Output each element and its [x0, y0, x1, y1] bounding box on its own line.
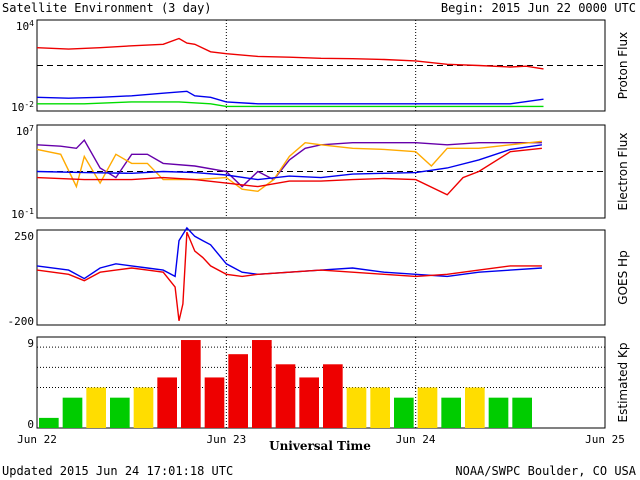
kp-bar: [512, 397, 532, 428]
kp-bar: [110, 397, 130, 428]
kp-bar: [275, 364, 296, 428]
kp-bar: [370, 387, 390, 428]
y-tick-label: 10-1: [11, 207, 34, 221]
y-tick-label: -200: [8, 315, 35, 328]
y-tick-label: 10-2: [11, 100, 34, 114]
kp-bar: [39, 417, 59, 428]
kp-bar: [228, 354, 248, 428]
kp-bar: [157, 377, 177, 428]
kp-bar: [394, 397, 414, 428]
credit: NOAA/SWPC Boulder, CO USA: [455, 464, 636, 478]
kp-bar: [86, 387, 106, 428]
kp-bar: [181, 340, 201, 428]
y-tick-label: 107: [16, 124, 34, 138]
series-line: [37, 101, 544, 108]
kp-bar: [62, 397, 83, 428]
begin-time: Begin: 2015 Jun 22 0000 UTC: [440, 1, 636, 15]
panel-ylabel: Electron Flux: [616, 133, 630, 211]
y-tick-label: 0: [27, 418, 34, 431]
kp-bar: [417, 387, 438, 428]
series-line: [36, 147, 542, 196]
kp-bar: [299, 377, 319, 428]
kp-bar: [323, 364, 343, 428]
x-tick-label: Jun 22: [17, 433, 57, 446]
panel-frame: [36, 336, 606, 429]
panel-ylabel: Estimated Kp: [616, 343, 630, 423]
x-tick-label: Jun 23: [206, 433, 246, 446]
panel-ylabel: GOES Hp: [616, 250, 630, 304]
series-line: [36, 140, 542, 193]
panel-frame: [36, 229, 606, 326]
plot-title: Satellite Environment (3 day): [2, 1, 212, 15]
x-tick-label: Jun 25: [585, 433, 625, 446]
x-tick-label: Jun 24: [396, 433, 436, 446]
kp-bar: [346, 387, 367, 428]
series-line: [36, 144, 543, 181]
kp-bar: [204, 377, 225, 428]
series-line: [36, 226, 542, 280]
y-tick-label: 9: [27, 337, 34, 350]
series-line: [36, 37, 544, 70]
kp-bar: [252, 340, 272, 428]
series-line: [36, 90, 544, 105]
x-axis-title: Universal Time: [269, 439, 371, 453]
kp-bar: [441, 397, 461, 428]
series-line: [36, 231, 542, 321]
kp-bar: [133, 387, 154, 428]
panel-ylabel: Proton Flux: [616, 32, 630, 99]
y-tick-label: 104: [16, 19, 34, 33]
y-tick-label: 250: [14, 230, 34, 243]
kp-bar: [488, 397, 509, 428]
updated-timestamp: Updated 2015 Jun 24 17:01:18 UTC: [2, 464, 234, 478]
kp-bar: [465, 387, 485, 428]
